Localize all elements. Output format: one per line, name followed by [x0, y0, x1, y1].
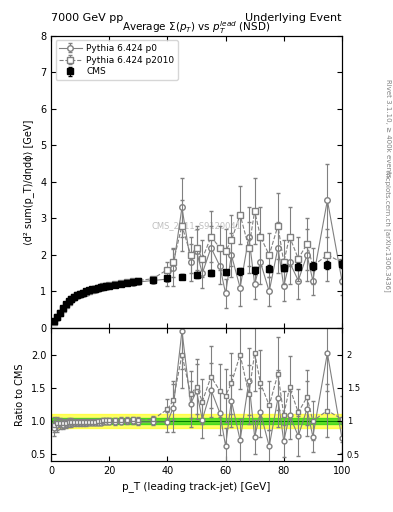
- Text: Rivet 3.1.10, ≥ 400k events: Rivet 3.1.10, ≥ 400k events: [385, 79, 391, 177]
- Y-axis label: ⟨d² sum(p_T)/dηdϕ⟩ [GeV]: ⟨d² sum(p_T)/dηdϕ⟩ [GeV]: [24, 119, 35, 245]
- Y-axis label: Ratio to CMS: Ratio to CMS: [15, 363, 25, 425]
- Bar: [51, 414, 342, 428]
- Text: CMS_2011_S9120041: CMS_2011_S9120041: [152, 221, 241, 230]
- Text: Underlying Event: Underlying Event: [245, 13, 342, 23]
- Bar: [51, 418, 342, 424]
- Text: mcplots.cern.ch [arXiv:1306.3436]: mcplots.cern.ch [arXiv:1306.3436]: [384, 169, 391, 291]
- Title: Average $\Sigma(p_T)$ vs $p_T^{lead}$ (NSD): Average $\Sigma(p_T)$ vs $p_T^{lead}$ (N…: [122, 19, 271, 36]
- Text: 7000 GeV pp: 7000 GeV pp: [51, 13, 123, 23]
- X-axis label: p_T (leading track-jet) [GeV]: p_T (leading track-jet) [GeV]: [122, 481, 271, 492]
- Legend: Pythia 6.424 p0, Pythia 6.424 p2010, CMS: Pythia 6.424 p0, Pythia 6.424 p2010, CMS: [55, 40, 178, 80]
